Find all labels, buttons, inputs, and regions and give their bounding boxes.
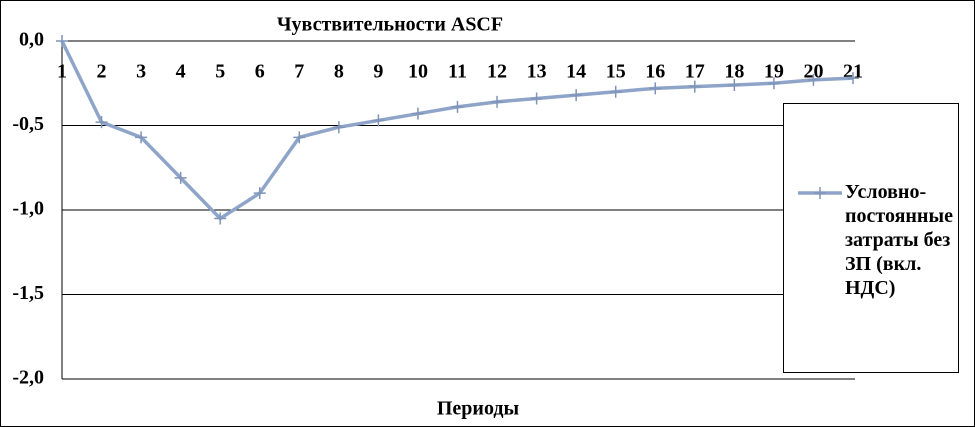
x-tick-label: 5: [215, 61, 225, 83]
data-point: [293, 131, 306, 144]
data-point: [530, 92, 543, 105]
y-tick-label: -0,5: [12, 113, 44, 135]
x-tick-label: 9: [373, 61, 383, 83]
data-point: [767, 77, 780, 90]
data-point: [56, 35, 68, 47]
data-point: [253, 187, 266, 200]
y-tick-label: -1,0: [12, 198, 44, 220]
x-tick-label: 10: [408, 61, 428, 83]
x-tick-label: 1: [57, 61, 67, 83]
data-point: [688, 80, 701, 93]
x-tick-label: 12: [487, 61, 507, 83]
x-tick-label: 11: [448, 61, 467, 83]
data-point: [570, 89, 583, 102]
data-point: [411, 107, 424, 120]
data-point: [174, 171, 187, 184]
x-tick-label: 3: [136, 61, 146, 83]
x-tick-label: 7: [294, 61, 304, 83]
y-tick-label: -1,5: [12, 282, 44, 304]
x-tick-label: 14: [566, 61, 586, 83]
data-point: [372, 114, 385, 127]
data-point: [332, 121, 345, 134]
x-tick-label: 17: [685, 61, 705, 83]
x-tick-label: 16: [645, 61, 665, 83]
data-point: [214, 212, 227, 225]
x-tick-label: 19: [764, 61, 784, 83]
data-point: [491, 95, 504, 108]
x-tick-label: 20: [803, 61, 823, 83]
x-tick-label: 6: [255, 61, 265, 83]
data-point: [451, 100, 464, 113]
data-point: [847, 72, 859, 85]
data-point: [135, 131, 148, 144]
x-tick-label: 13: [527, 61, 547, 83]
chart-title: Чувствительности ASCF: [277, 14, 503, 36]
legend-label: Условно-постоянные затраты без ЗП (вкл. …: [845, 181, 953, 299]
data-point: [807, 73, 820, 86]
x-tick-label: 2: [97, 61, 107, 83]
x-tick-label: 18: [724, 61, 744, 83]
y-tick-label: 0,0: [19, 29, 44, 51]
data-point: [728, 78, 741, 91]
x-axis-label: Периоды: [437, 398, 520, 420]
x-tick-label: 4: [176, 61, 186, 83]
data-point: [609, 85, 622, 98]
y-tick-label: -2,0: [12, 367, 44, 389]
data-point: [649, 82, 662, 95]
x-tick-label: 15: [606, 61, 626, 83]
legend: [783, 103, 959, 373]
data-point: [95, 116, 108, 129]
x-tick-label: 8: [334, 61, 344, 83]
legend-marker: [814, 187, 826, 199]
